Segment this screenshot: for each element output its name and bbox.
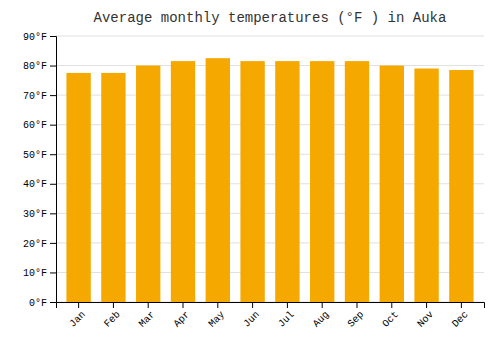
- grid-line: [56, 65, 484, 66]
- tick: 70°F: [23, 91, 56, 102]
- tick-mark: [50, 302, 56, 303]
- bar: [136, 66, 160, 302]
- grid-line: [56, 36, 484, 37]
- tick-label: 0°F: [29, 298, 47, 309]
- x-axis: Jan Feb Mar Apr May Jun Jul Aug Sep Oct Nov Dec: [57, 302, 485, 330]
- tick: 60°F: [23, 120, 56, 131]
- tick-mark: [183, 302, 184, 308]
- tick: Jul: [276, 302, 297, 330]
- tick-label: Sep: [346, 309, 367, 330]
- tick-label: 20°F: [23, 239, 47, 250]
- tick: May: [206, 302, 227, 330]
- tick: Mar: [137, 302, 158, 330]
- tick-label: Feb: [102, 309, 123, 330]
- grid: [56, 36, 484, 302]
- bar: [171, 61, 195, 302]
- tick-mark: [322, 302, 323, 308]
- tick: Aug: [311, 302, 332, 330]
- bar: [101, 73, 125, 302]
- chart: 0°F 10°F 20°F 30°F 40°F 50°F 60°F 70°F 80°F 90°F J…: [0, 0, 500, 350]
- tick-mark: [252, 302, 253, 308]
- tick-label: Dec: [450, 309, 471, 330]
- tick: Jun: [241, 302, 262, 330]
- tick: Dec: [450, 302, 471, 330]
- tick: 80°F: [23, 61, 56, 72]
- tick-label: 60°F: [23, 120, 47, 131]
- tick-mark: [50, 272, 56, 273]
- tick-mark: [391, 302, 392, 308]
- tick-mark: [50, 66, 56, 67]
- bar: [310, 61, 334, 302]
- tick-label: 30°F: [23, 209, 47, 220]
- bar: [414, 69, 438, 302]
- tick-mark: [148, 302, 149, 308]
- tick: Apr: [172, 302, 193, 330]
- tick: Feb: [102, 302, 123, 330]
- tick: 0°F: [29, 298, 56, 309]
- bars: [66, 58, 473, 302]
- bar: [240, 61, 264, 302]
- tick-label: Nov: [415, 309, 436, 330]
- tick: 30°F: [23, 209, 56, 220]
- tick-label: Apr: [172, 309, 193, 330]
- tick-label: 10°F: [23, 268, 47, 279]
- tick-label: 70°F: [23, 91, 47, 102]
- tick: 90°F: [23, 32, 56, 43]
- tick-mark: [356, 302, 357, 308]
- bar: [206, 58, 230, 302]
- tick-mark: [50, 95, 56, 96]
- y-axis: 0°F 10°F 20°F 30°F 40°F 50°F 60°F 70°F 80°F 90°F: [23, 32, 57, 309]
- tick: 50°F: [23, 150, 56, 161]
- tick-label: Oct: [380, 309, 401, 330]
- tick-label: Jun: [241, 309, 262, 330]
- bar: [275, 61, 299, 302]
- tick: Sep: [346, 302, 367, 330]
- tick-mark: [50, 125, 56, 126]
- tick-mark: [113, 302, 114, 308]
- tick: Oct: [380, 302, 401, 330]
- axis-line: [57, 303, 485, 309]
- bar: [345, 61, 369, 302]
- bar: [449, 70, 473, 302]
- tick-mark: [78, 302, 79, 308]
- tick-label: Mar: [137, 309, 158, 330]
- tick-mark: [461, 302, 462, 308]
- tick-mark: [50, 36, 56, 37]
- tick-mark: [50, 213, 56, 214]
- tick-label: 80°F: [23, 61, 47, 72]
- bar: [380, 66, 404, 302]
- tick: Nov: [415, 302, 436, 330]
- title: Average monthly temperatures (°F ) in Au…: [94, 10, 447, 26]
- bar: [66, 73, 90, 302]
- tick-mark: [50, 243, 56, 244]
- tick: 10°F: [23, 268, 56, 279]
- tick: Jan: [67, 302, 88, 330]
- tick-label: 50°F: [23, 150, 47, 161]
- tick: 20°F: [23, 239, 56, 250]
- tick-label: 40°F: [23, 179, 47, 190]
- tick-label: Jul: [276, 309, 297, 330]
- plot: 0°F 10°F 20°F 30°F 40°F 50°F 60°F 70°F 80°F 90°F J…: [23, 32, 485, 330]
- tick-label: 90°F: [23, 32, 47, 43]
- tick-label: Jan: [67, 309, 88, 330]
- tick-mark: [50, 154, 56, 155]
- tick: 40°F: [23, 179, 56, 190]
- tick-mark: [426, 302, 427, 308]
- tick-mark: [217, 302, 218, 308]
- tick-label: May: [206, 309, 227, 330]
- axis-line: [50, 37, 57, 303]
- tick-mark: [50, 184, 56, 185]
- tick-label: Aug: [311, 309, 332, 330]
- tick-mark: [287, 302, 288, 308]
